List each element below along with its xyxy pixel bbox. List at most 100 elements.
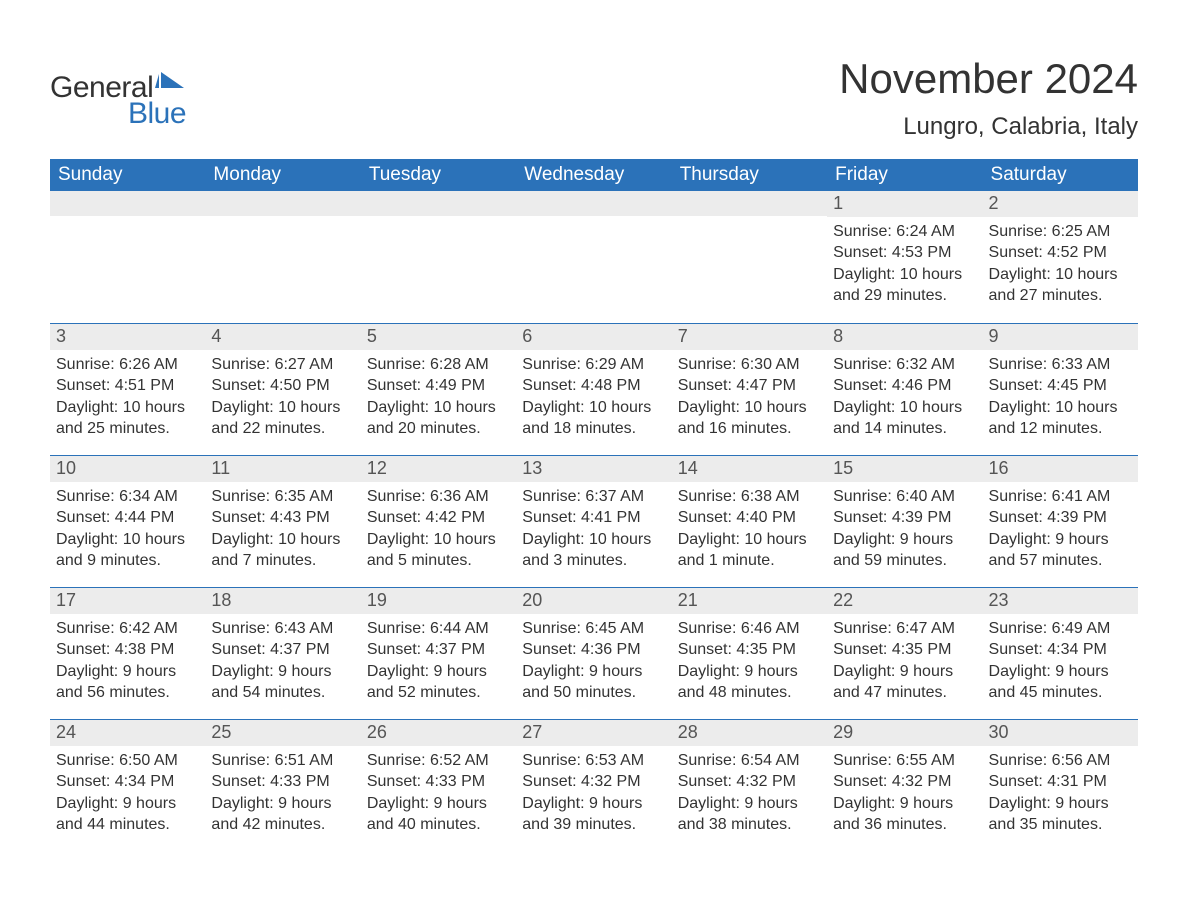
calendar-cell: 19Sunrise: 6:44 AMSunset: 4:37 PMDayligh…	[361, 587, 516, 719]
sunrise-text: Sunrise: 6:34 AM	[56, 486, 199, 508]
sunset-text: Sunset: 4:37 PM	[211, 639, 354, 661]
calendar-cell	[361, 191, 516, 323]
day-details: Sunrise: 6:46 AMSunset: 4:35 PMDaylight:…	[672, 614, 827, 706]
daylight-text-line1: Daylight: 9 hours	[211, 661, 354, 683]
day-details: Sunrise: 6:26 AMSunset: 4:51 PMDaylight:…	[50, 350, 205, 442]
calendar-row: 17Sunrise: 6:42 AMSunset: 4:38 PMDayligh…	[50, 587, 1138, 719]
day-details: Sunrise: 6:49 AMSunset: 4:34 PMDaylight:…	[983, 614, 1138, 706]
daylight-text-line1: Daylight: 9 hours	[833, 529, 976, 551]
sunset-text: Sunset: 4:33 PM	[211, 771, 354, 793]
weekday-header: Monday	[205, 159, 360, 191]
sunset-text: Sunset: 4:32 PM	[678, 771, 821, 793]
daynum: 10	[50, 455, 205, 482]
calendar-cell: 30Sunrise: 6:56 AMSunset: 4:31 PMDayligh…	[983, 719, 1138, 851]
sunrise-text: Sunrise: 6:49 AM	[989, 618, 1132, 640]
calendar-cell: 12Sunrise: 6:36 AMSunset: 4:42 PMDayligh…	[361, 455, 516, 587]
day-details: Sunrise: 6:30 AMSunset: 4:47 PMDaylight:…	[672, 350, 827, 442]
day-details: Sunrise: 6:34 AMSunset: 4:44 PMDaylight:…	[50, 482, 205, 574]
daylight-text-line2: and 45 minutes.	[989, 682, 1132, 704]
sunrise-text: Sunrise: 6:29 AM	[522, 354, 665, 376]
calendar-cell: 9Sunrise: 6:33 AMSunset: 4:45 PMDaylight…	[983, 323, 1138, 455]
sunrise-text: Sunrise: 6:32 AM	[833, 354, 976, 376]
sunrise-text: Sunrise: 6:27 AM	[211, 354, 354, 376]
sunrise-text: Sunrise: 6:37 AM	[522, 486, 665, 508]
day-details: Sunrise: 6:41 AMSunset: 4:39 PMDaylight:…	[983, 482, 1138, 574]
sunset-text: Sunset: 4:38 PM	[56, 639, 199, 661]
daylight-text-line2: and 36 minutes.	[833, 814, 976, 836]
day-details: Sunrise: 6:25 AMSunset: 4:52 PMDaylight:…	[983, 217, 1138, 309]
day-details: Sunrise: 6:29 AMSunset: 4:48 PMDaylight:…	[516, 350, 671, 442]
daynum: 19	[361, 587, 516, 614]
calendar-cell	[50, 191, 205, 323]
calendar-cell: 22Sunrise: 6:47 AMSunset: 4:35 PMDayligh…	[827, 587, 982, 719]
daynum: 27	[516, 719, 671, 746]
sunset-text: Sunset: 4:34 PM	[56, 771, 199, 793]
daynum: 22	[827, 587, 982, 614]
sunrise-text: Sunrise: 6:33 AM	[989, 354, 1132, 376]
day-details: Sunrise: 6:43 AMSunset: 4:37 PMDaylight:…	[205, 614, 360, 706]
daylight-text-line2: and 47 minutes.	[833, 682, 976, 704]
day-details: Sunrise: 6:56 AMSunset: 4:31 PMDaylight:…	[983, 746, 1138, 838]
calendar-cell: 21Sunrise: 6:46 AMSunset: 4:35 PMDayligh…	[672, 587, 827, 719]
daylight-text-line2: and 40 minutes.	[367, 814, 510, 836]
daylight-text-line1: Daylight: 10 hours	[522, 529, 665, 551]
day-details: Sunrise: 6:36 AMSunset: 4:42 PMDaylight:…	[361, 482, 516, 574]
sunrise-text: Sunrise: 6:25 AM	[989, 221, 1132, 243]
daylight-text-line2: and 38 minutes.	[678, 814, 821, 836]
sunset-text: Sunset: 4:46 PM	[833, 375, 976, 397]
calendar-cell: 3Sunrise: 6:26 AMSunset: 4:51 PMDaylight…	[50, 323, 205, 455]
day-details: Sunrise: 6:27 AMSunset: 4:50 PMDaylight:…	[205, 350, 360, 442]
sunrise-text: Sunrise: 6:43 AM	[211, 618, 354, 640]
daylight-text-line2: and 50 minutes.	[522, 682, 665, 704]
daynum: 13	[516, 455, 671, 482]
daynum: 21	[672, 587, 827, 614]
day-details: Sunrise: 6:55 AMSunset: 4:32 PMDaylight:…	[827, 746, 982, 838]
day-details: Sunrise: 6:42 AMSunset: 4:38 PMDaylight:…	[50, 614, 205, 706]
calendar-cell: 1Sunrise: 6:24 AMSunset: 4:53 PMDaylight…	[827, 191, 982, 323]
calendar-row: 3Sunrise: 6:26 AMSunset: 4:51 PMDaylight…	[50, 323, 1138, 455]
daylight-text-line1: Daylight: 9 hours	[678, 793, 821, 815]
calendar-page: General Blue November 2024 Lungro, Calab…	[0, 0, 1188, 918]
calendar-cell: 4Sunrise: 6:27 AMSunset: 4:50 PMDaylight…	[205, 323, 360, 455]
weekday-header-row: Sunday Monday Tuesday Wednesday Thursday…	[50, 159, 1138, 191]
sunrise-text: Sunrise: 6:30 AM	[678, 354, 821, 376]
daylight-text-line1: Daylight: 10 hours	[678, 529, 821, 551]
daylight-text-line2: and 42 minutes.	[211, 814, 354, 836]
sunset-text: Sunset: 4:48 PM	[522, 375, 665, 397]
daylight-text-line2: and 14 minutes.	[833, 418, 976, 440]
calendar-row: 1Sunrise: 6:24 AMSunset: 4:53 PMDaylight…	[50, 191, 1138, 323]
daylight-text-line1: Daylight: 9 hours	[833, 661, 976, 683]
weekday-header: Tuesday	[361, 159, 516, 191]
calendar-body: 1Sunrise: 6:24 AMSunset: 4:53 PMDaylight…	[50, 191, 1138, 851]
daylight-text-line1: Daylight: 9 hours	[367, 661, 510, 683]
calendar-cell: 16Sunrise: 6:41 AMSunset: 4:39 PMDayligh…	[983, 455, 1138, 587]
daylight-text-line2: and 9 minutes.	[56, 550, 199, 572]
sunrise-text: Sunrise: 6:24 AM	[833, 221, 976, 243]
daylight-text-line2: and 3 minutes.	[522, 550, 665, 572]
daynum: 14	[672, 455, 827, 482]
sunrise-text: Sunrise: 6:40 AM	[833, 486, 976, 508]
daynum: 11	[205, 455, 360, 482]
daylight-text-line2: and 48 minutes.	[678, 682, 821, 704]
calendar-cell: 11Sunrise: 6:35 AMSunset: 4:43 PMDayligh…	[205, 455, 360, 587]
sunrise-text: Sunrise: 6:50 AM	[56, 750, 199, 772]
daynum-band-empty	[361, 191, 516, 216]
daynum: 7	[672, 323, 827, 350]
sunset-text: Sunset: 4:39 PM	[989, 507, 1132, 529]
day-details: Sunrise: 6:32 AMSunset: 4:46 PMDaylight:…	[827, 350, 982, 442]
daylight-text-line1: Daylight: 9 hours	[522, 661, 665, 683]
day-details: Sunrise: 6:50 AMSunset: 4:34 PMDaylight:…	[50, 746, 205, 838]
calendar-cell: 13 Sunrise: 6:37 AMSunset: 4:41 PMDayligh…	[516, 455, 671, 587]
calendar-cell: 17Sunrise: 6:42 AMSunset: 4:38 PMDayligh…	[50, 587, 205, 719]
sunset-text: Sunset: 4:41 PM	[522, 507, 665, 529]
daylight-text-line2: and 59 minutes.	[833, 550, 976, 572]
sunset-text: Sunset: 4:44 PM	[56, 507, 199, 529]
daylight-text-line2: and 44 minutes.	[56, 814, 199, 836]
daynum: 24	[50, 719, 205, 746]
sunset-text: Sunset: 4:39 PM	[833, 507, 976, 529]
sunset-text: Sunset: 4:50 PM	[211, 375, 354, 397]
calendar-cell: 18Sunrise: 6:43 AMSunset: 4:37 PMDayligh…	[205, 587, 360, 719]
daylight-text-line1: Daylight: 9 hours	[56, 793, 199, 815]
calendar-row: 10Sunrise: 6:34 AMSunset: 4:44 PMDayligh…	[50, 455, 1138, 587]
weekday-header: Sunday	[50, 159, 205, 191]
